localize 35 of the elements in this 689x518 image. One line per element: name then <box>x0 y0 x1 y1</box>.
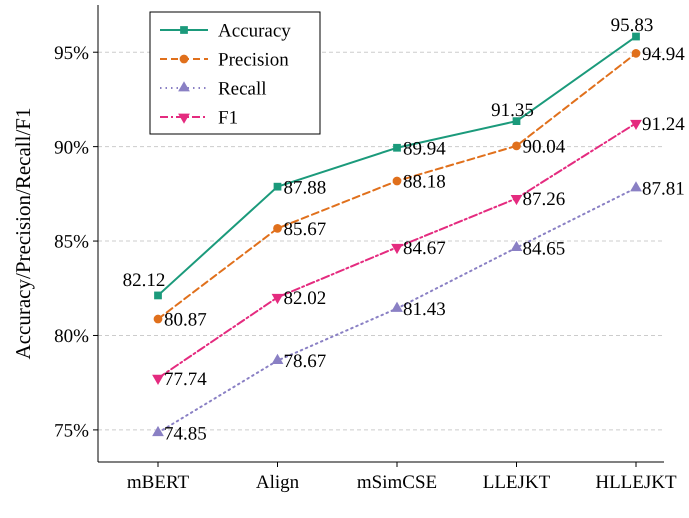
data-label: 80.87 <box>164 310 207 331</box>
data-label: 91.35 <box>491 100 534 121</box>
x-tick-label: mBERT <box>126 472 190 493</box>
x-tick-label: Align <box>256 472 300 493</box>
x-tick-label: LLEJKT <box>482 472 551 493</box>
data-label: 74.85 <box>164 423 207 444</box>
x-tick-label: HLLEJKT <box>595 472 678 493</box>
data-label: 84.67 <box>403 238 446 259</box>
data-label: 88.18 <box>403 172 446 193</box>
data-label: 91.24 <box>642 114 686 135</box>
data-label: 87.81 <box>642 178 685 200</box>
data-label: 89.94 <box>403 138 446 160</box>
data-label: 82.02 <box>284 288 326 309</box>
y-tick-label: 95% <box>54 42 90 64</box>
legend-label: Precision <box>218 50 290 71</box>
data-label: 87.26 <box>522 189 566 210</box>
y-tick-label: 80% <box>54 326 90 348</box>
data-label: 82.12 <box>122 270 166 292</box>
legend-label: F1 <box>218 108 238 129</box>
data-label: 95.83 <box>610 15 654 36</box>
y-tick-label: 75% <box>54 420 90 442</box>
legend-label: Accuracy <box>218 20 292 42</box>
data-label: 90.04 <box>522 136 566 158</box>
legend-label: Recall <box>218 78 267 100</box>
data-label: 85.67 <box>284 219 326 240</box>
y-tick-label: 85% <box>54 232 90 253</box>
y-axis-title: Accuracy/Precision/Recall/F1 <box>11 108 35 360</box>
data-label: 81.43 <box>403 299 446 320</box>
data-label: 84.65 <box>522 238 566 260</box>
data-label: 78.67 <box>284 351 326 372</box>
y-tick-label: 90% <box>54 137 90 158</box>
data-label: 87.88 <box>284 177 326 198</box>
data-label: 77.74 <box>164 368 208 390</box>
data-label: 94.94 <box>642 44 686 65</box>
x-tick-label: mSimCSE <box>356 472 438 493</box>
